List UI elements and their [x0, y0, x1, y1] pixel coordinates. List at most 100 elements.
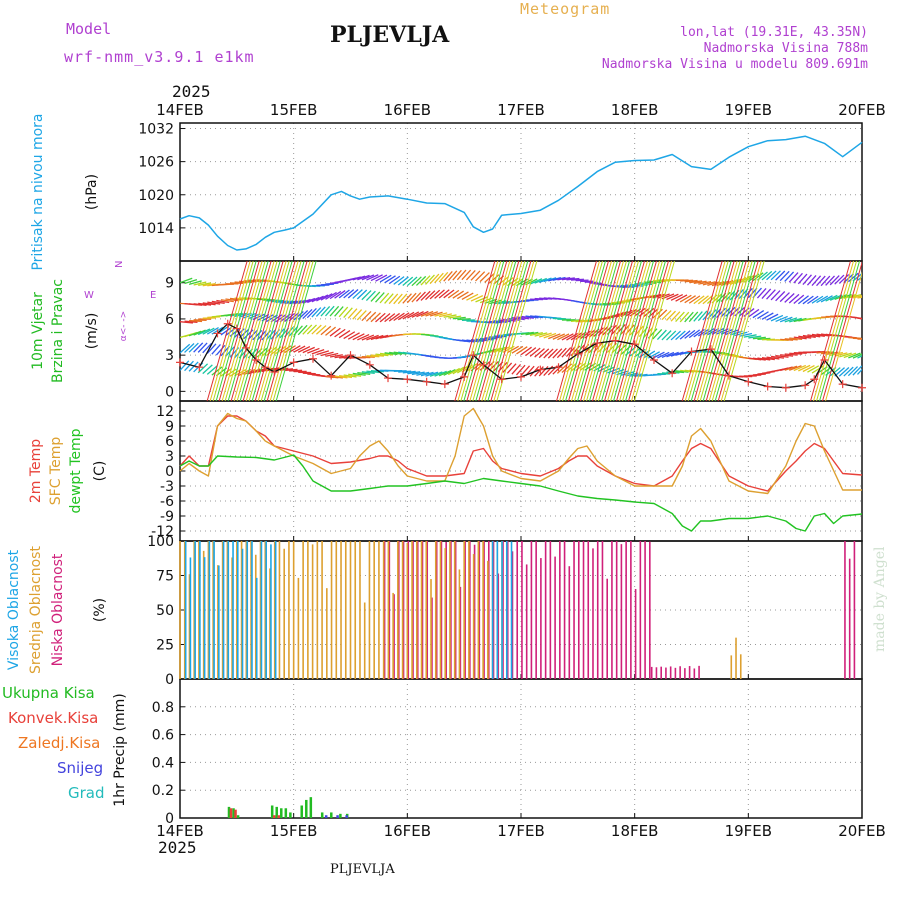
- wind-barb: [661, 351, 675, 359]
- wind-barb-burst: [272, 261, 314, 401]
- precip_total-bar: [275, 806, 278, 818]
- wind-barb: [180, 277, 193, 284]
- wind-barb: [743, 274, 755, 283]
- wind-speed-marker: [517, 372, 525, 381]
- wind-barb-burst: [466, 261, 508, 401]
- wind-barb: [515, 364, 526, 376]
- wind-barb: [847, 366, 859, 377]
- y-tick-label: -3: [160, 479, 174, 495]
- cloud-units: (%): [92, 598, 108, 622]
- wind-speed-marker: [801, 381, 810, 390]
- wind-barb: [684, 295, 696, 304]
- wind-barb: [193, 303, 207, 306]
- wind-barb: [775, 315, 788, 323]
- wind-barb: [634, 348, 646, 358]
- wind-speed-marker: [261, 363, 270, 372]
- wind-barb: [556, 347, 567, 359]
- wind-barb: [775, 354, 789, 358]
- wind-barb-burst: [221, 261, 263, 401]
- wind-barb: [779, 270, 790, 282]
- wind-barb: [829, 275, 840, 286]
- wind-barb: [507, 345, 519, 354]
- y-tick-label: 0: [165, 384, 174, 400]
- wind-barb: [384, 293, 394, 304]
- wind-barb: [180, 321, 193, 324]
- precip_total-bar: [232, 808, 235, 818]
- wind-barb: [370, 274, 383, 282]
- wind-barb-burst: [631, 261, 672, 401]
- wind-barb: [411, 292, 422, 303]
- wind-barb-burst: [236, 261, 278, 401]
- wind-barb: [784, 365, 798, 371]
- wind-barb-burst: [269, 261, 311, 401]
- wind-barb: [197, 328, 211, 336]
- wind-speed-marker: [687, 347, 696, 356]
- wind-barb: [357, 274, 370, 281]
- y-tick-label: 0.4: [152, 755, 174, 771]
- wind-barb: [843, 352, 857, 359]
- wind-barb: [202, 302, 216, 306]
- wind-barb: [384, 275, 396, 284]
- wind-barb: [757, 311, 769, 320]
- wind-barb: [315, 325, 327, 335]
- wind-barb: [566, 277, 580, 281]
- wind-barb: [807, 365, 820, 373]
- wind-barb: [643, 307, 655, 318]
- wind-barb: [707, 281, 721, 286]
- wind-barb: [407, 311, 420, 319]
- wind-barb: [525, 347, 537, 357]
- wind-barb: [334, 328, 346, 338]
- wind-barb: [188, 280, 202, 285]
- y-tick-label: 6: [165, 312, 174, 328]
- wind-barb: [784, 271, 795, 282]
- wind-ylabel2: Brzina i Pravac: [50, 279, 66, 383]
- wind-barb: [457, 291, 469, 300]
- wind-barb: [443, 368, 456, 376]
- precip_total-bar: [289, 812, 292, 818]
- wind-barb-burst: [562, 261, 603, 401]
- wind-barb: [684, 311, 694, 323]
- wind-barb: [738, 275, 751, 284]
- wind-barb: [347, 308, 358, 319]
- wind-barb: [666, 330, 677, 341]
- wind-barb: [552, 333, 565, 340]
- wind-barb: [579, 362, 592, 371]
- wind-barb: [529, 331, 543, 337]
- wind-barb: [448, 315, 462, 319]
- wind-barb: [334, 375, 348, 379]
- wind-barb: [384, 313, 396, 323]
- wind-barb: [761, 312, 774, 320]
- wind-barb: [520, 365, 531, 376]
- x-tick-label-bottom: 16FEB: [384, 822, 431, 840]
- wind-speed-line: [179, 323, 863, 389]
- wind-barb: [670, 330, 681, 341]
- wind-barb: [788, 272, 799, 283]
- wind-barb: [857, 355, 862, 359]
- wind-barb: [552, 276, 566, 281]
- wind-barb: [329, 305, 340, 317]
- cloud-high-label: Visoka Oblacnost: [6, 549, 22, 670]
- wind-barb: [316, 294, 329, 302]
- wind-barb-burst: [472, 261, 514, 401]
- wind-barb-burst: [209, 261, 251, 401]
- wind-barb-burst: [242, 261, 284, 401]
- precip_total-bar: [309, 797, 313, 818]
- wind-barb-burst: [607, 261, 648, 401]
- wind-ylabel: 10m Vjetar: [30, 292, 46, 370]
- wind-barb: [452, 366, 465, 375]
- wind-barb-burst: [215, 261, 257, 401]
- wind-barb: [852, 365, 862, 376]
- y-tick-label: 0: [165, 672, 174, 688]
- wind-barb: [456, 269, 467, 281]
- wind-barb: [516, 346, 528, 355]
- wind-barb-burst: [723, 261, 765, 401]
- wind-barb: [811, 275, 822, 286]
- wind-barb: [307, 347, 320, 354]
- snow-bar: [345, 815, 348, 818]
- wind-barb: [411, 371, 425, 376]
- wind-barb: [857, 317, 862, 320]
- wind-barb: [766, 289, 776, 300]
- wind-barb: [793, 336, 807, 340]
- wind-barb: [784, 317, 798, 323]
- wind-barb: [347, 332, 360, 340]
